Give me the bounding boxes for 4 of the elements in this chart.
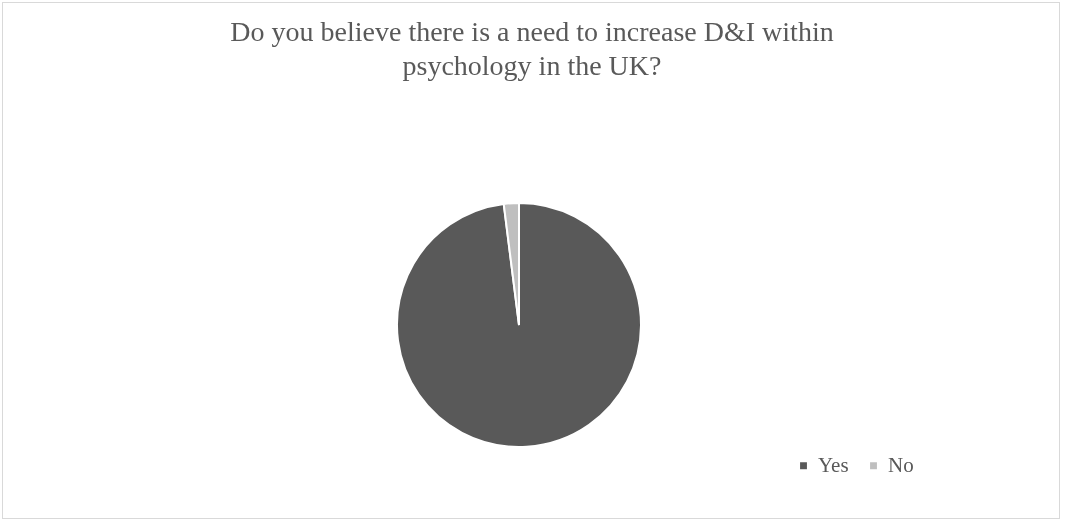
legend-label: Yes	[818, 452, 849, 477]
pie-slice	[396, 202, 642, 448]
legend-label: No	[888, 452, 914, 477]
chart-title: Do you believe there is a need to increase D&I within psychology in the UK?	[230, 16, 834, 81]
